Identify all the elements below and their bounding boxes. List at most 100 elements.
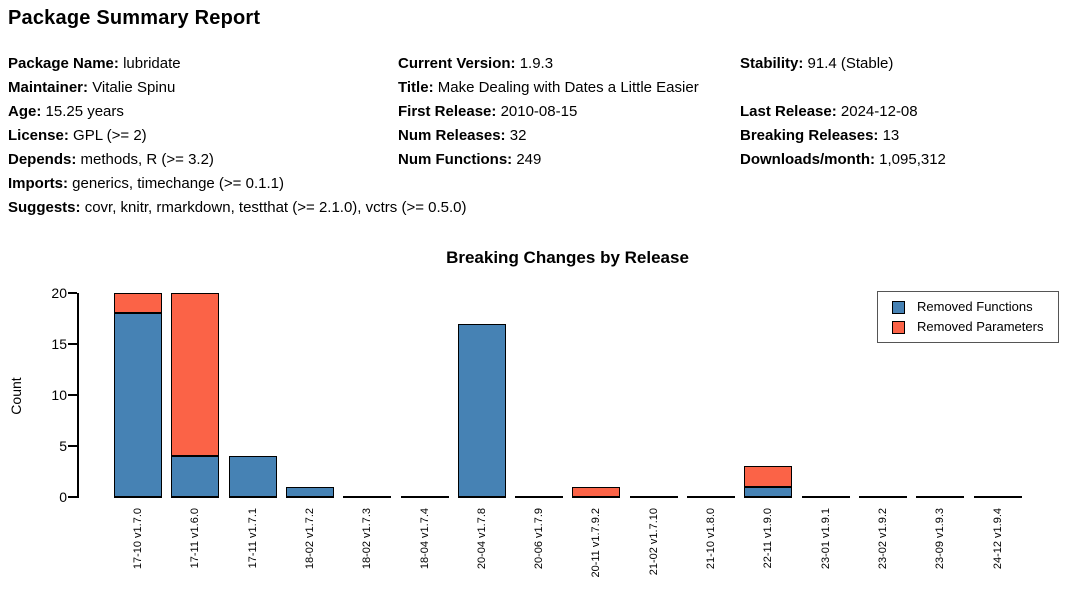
legend-label: Removed Parameters: [917, 319, 1044, 334]
x-axis-baseline-segment: [572, 496, 621, 498]
x-tick-label: 22-11 v1.9.0: [762, 508, 775, 569]
x-tick-label: 20-11 v1.7.9.2: [590, 508, 603, 578]
x-axis-baseline-segment: [400, 496, 449, 498]
metadata-value: 249: [516, 151, 542, 168]
x-axis-baseline-segment: [858, 496, 907, 498]
metadata-row: Imports: generics, timechange (>= 0.1.1): [8, 172, 467, 196]
y-axis-line: [77, 293, 79, 498]
breaking-changes-chart: Breaking Changes by Release Count 0 5 10 15…: [0, 240, 1069, 602]
x-axis-baseline-segment: [285, 496, 334, 498]
x-tick-label: 17-10 v1.7.0: [132, 508, 144, 570]
metadata-value: Make Dealing with Dates a Little Easier: [437, 79, 699, 96]
x-tick-label: 21-02 v1.7.10: [647, 508, 660, 576]
chart-title: Breaking Changes by Release: [446, 248, 689, 267]
x-tick-label: 18-02 v1.7.3: [361, 508, 374, 570]
metadata-label: Downloads/month:: [740, 151, 875, 168]
metadata-value: 1,095,312: [879, 151, 946, 168]
x-axis-baseline-segment: [228, 496, 277, 498]
metadata-label: Maintainer:: [8, 79, 89, 96]
x-axis-baseline-segment: [744, 496, 793, 498]
metadata-column-left: Package Name: lubridate Maintainer: Vital…: [8, 52, 467, 220]
metadata-row: Num Functions: 249: [398, 148, 699, 172]
y-tick-label: 5: [59, 437, 67, 454]
metadata-row: Current Version: 1.9.3: [398, 52, 699, 76]
y-tick: [68, 445, 77, 447]
x-tick-label: 17-11 v1.7.1: [246, 508, 259, 569]
metadata-label: Num Releases:: [398, 127, 506, 144]
metadata-row: Title: Make Dealing with Dates a Little …: [398, 76, 699, 100]
metadata-row: Last Release: 2024-12-08: [740, 100, 946, 124]
metadata-column-middle: Current Version: 1.9.3 Title: Make Dealin…: [398, 52, 699, 172]
bar-removed-functions: [171, 456, 220, 497]
x-tick-label: 24-12 v1.9.4: [991, 508, 1004, 570]
x-axis-baseline-segment: [515, 496, 564, 498]
x-axis-baseline-segment: [629, 496, 678, 498]
metadata-value: covr, knitr, rmarkdown, testthat (>= 2.1…: [84, 199, 467, 216]
metadata-label: Current Version:: [398, 55, 516, 72]
y-tick: [68, 343, 77, 345]
bar-removed-parameters: [744, 466, 793, 487]
metadata-label: Suggests:: [8, 199, 81, 216]
metadata-value: 91.4 (Stable): [807, 55, 894, 72]
x-tick-label: 23-09 v1.9.3: [934, 508, 947, 570]
x-tick-label: 18-04 v1.7.4: [418, 508, 431, 570]
metadata-value: generics, timechange (>= 0.1.1): [72, 175, 284, 192]
x-tick-label: 23-02 v1.9.2: [876, 508, 889, 570]
legend-swatch-icon: [892, 320, 905, 334]
y-axis-label: Count: [8, 377, 24, 415]
legend: Removed Functions Removed Parameters: [877, 291, 1059, 343]
metadata-label: Breaking Releases:: [740, 127, 879, 144]
x-tick-label: 21-10 v1.8.0: [705, 508, 717, 570]
page-title: Package Summary Report: [8, 7, 261, 29]
metadata-label: Depends:: [8, 151, 77, 168]
metadata-value: GPL (>= 2): [73, 127, 147, 144]
bar-removed-parameters: [171, 293, 220, 457]
y-tick: [68, 292, 77, 294]
x-tick-label: 18-02 v1.7.2: [303, 508, 316, 570]
metadata-label: Age:: [8, 103, 42, 120]
metadata-label: First Release:: [398, 103, 497, 120]
metadata-label: Last Release:: [740, 103, 837, 120]
x-axis-baseline-segment: [457, 496, 506, 498]
legend-entry: Removed Parameters: [892, 320, 1058, 334]
metadata-row: First Release: 2010-08-15: [398, 100, 699, 124]
x-axis-baseline-segment: [343, 496, 392, 498]
y-tick-label: 10: [51, 386, 67, 403]
bar-removed-functions: [114, 313, 162, 497]
metadata-value: 15.25 years: [45, 103, 124, 120]
metadata-row: Suggests: covr, knitr, rmarkdown, testth…: [8, 196, 467, 220]
metadata-row: Maintainer: Vitalie Spinu: [8, 76, 467, 100]
metadata-value: 1.9.3: [519, 55, 554, 72]
x-axis-baseline-segment: [973, 496, 1022, 498]
metadata-value: methods, R (>= 3.2): [80, 151, 214, 168]
metadata-row: Breaking Releases: 13: [740, 124, 946, 148]
x-axis-baseline-segment: [916, 496, 965, 498]
metadata-label: Stability:: [740, 55, 804, 72]
y-tick: [68, 496, 77, 498]
x-tick-label: 20-04 v1.7.8: [475, 508, 488, 570]
x-axis-baseline-segment: [114, 496, 162, 498]
x-axis-baseline-segment: [801, 496, 850, 498]
metadata-column-right: Stability: 91.4 (Stable) Last Release: 20…: [740, 52, 946, 172]
metadata-row: Package Name: lubridate: [8, 52, 467, 76]
x-tick-label: 20-06 v1.7.9: [533, 508, 546, 570]
legend-label: Removed Functions: [917, 299, 1033, 314]
metadata-value: Vitalie Spinu: [92, 79, 176, 96]
bar-removed-functions: [285, 486, 334, 497]
metadata-label: License:: [8, 127, 69, 144]
y-tick: [68, 394, 77, 396]
bar-removed-functions: [457, 323, 506, 497]
y-tick-label: 0: [59, 488, 67, 505]
x-axis-baseline-segment: [171, 496, 220, 498]
y-tick-label: 15: [51, 335, 67, 352]
y-tick-label: 20: [51, 284, 67, 301]
metadata-row: Num Releases: 32: [398, 124, 699, 148]
x-axis-baseline-segment: [687, 496, 735, 498]
legend-entry: Removed Functions: [892, 300, 1058, 314]
metadata-row: Age: 15.25 years: [8, 100, 467, 124]
metadata-label: Imports:: [8, 175, 68, 192]
metadata-value: 2024-12-08: [840, 103, 918, 120]
x-tick-label: 23-01 v1.9.1: [819, 508, 832, 570]
metadata-row: [740, 76, 946, 100]
